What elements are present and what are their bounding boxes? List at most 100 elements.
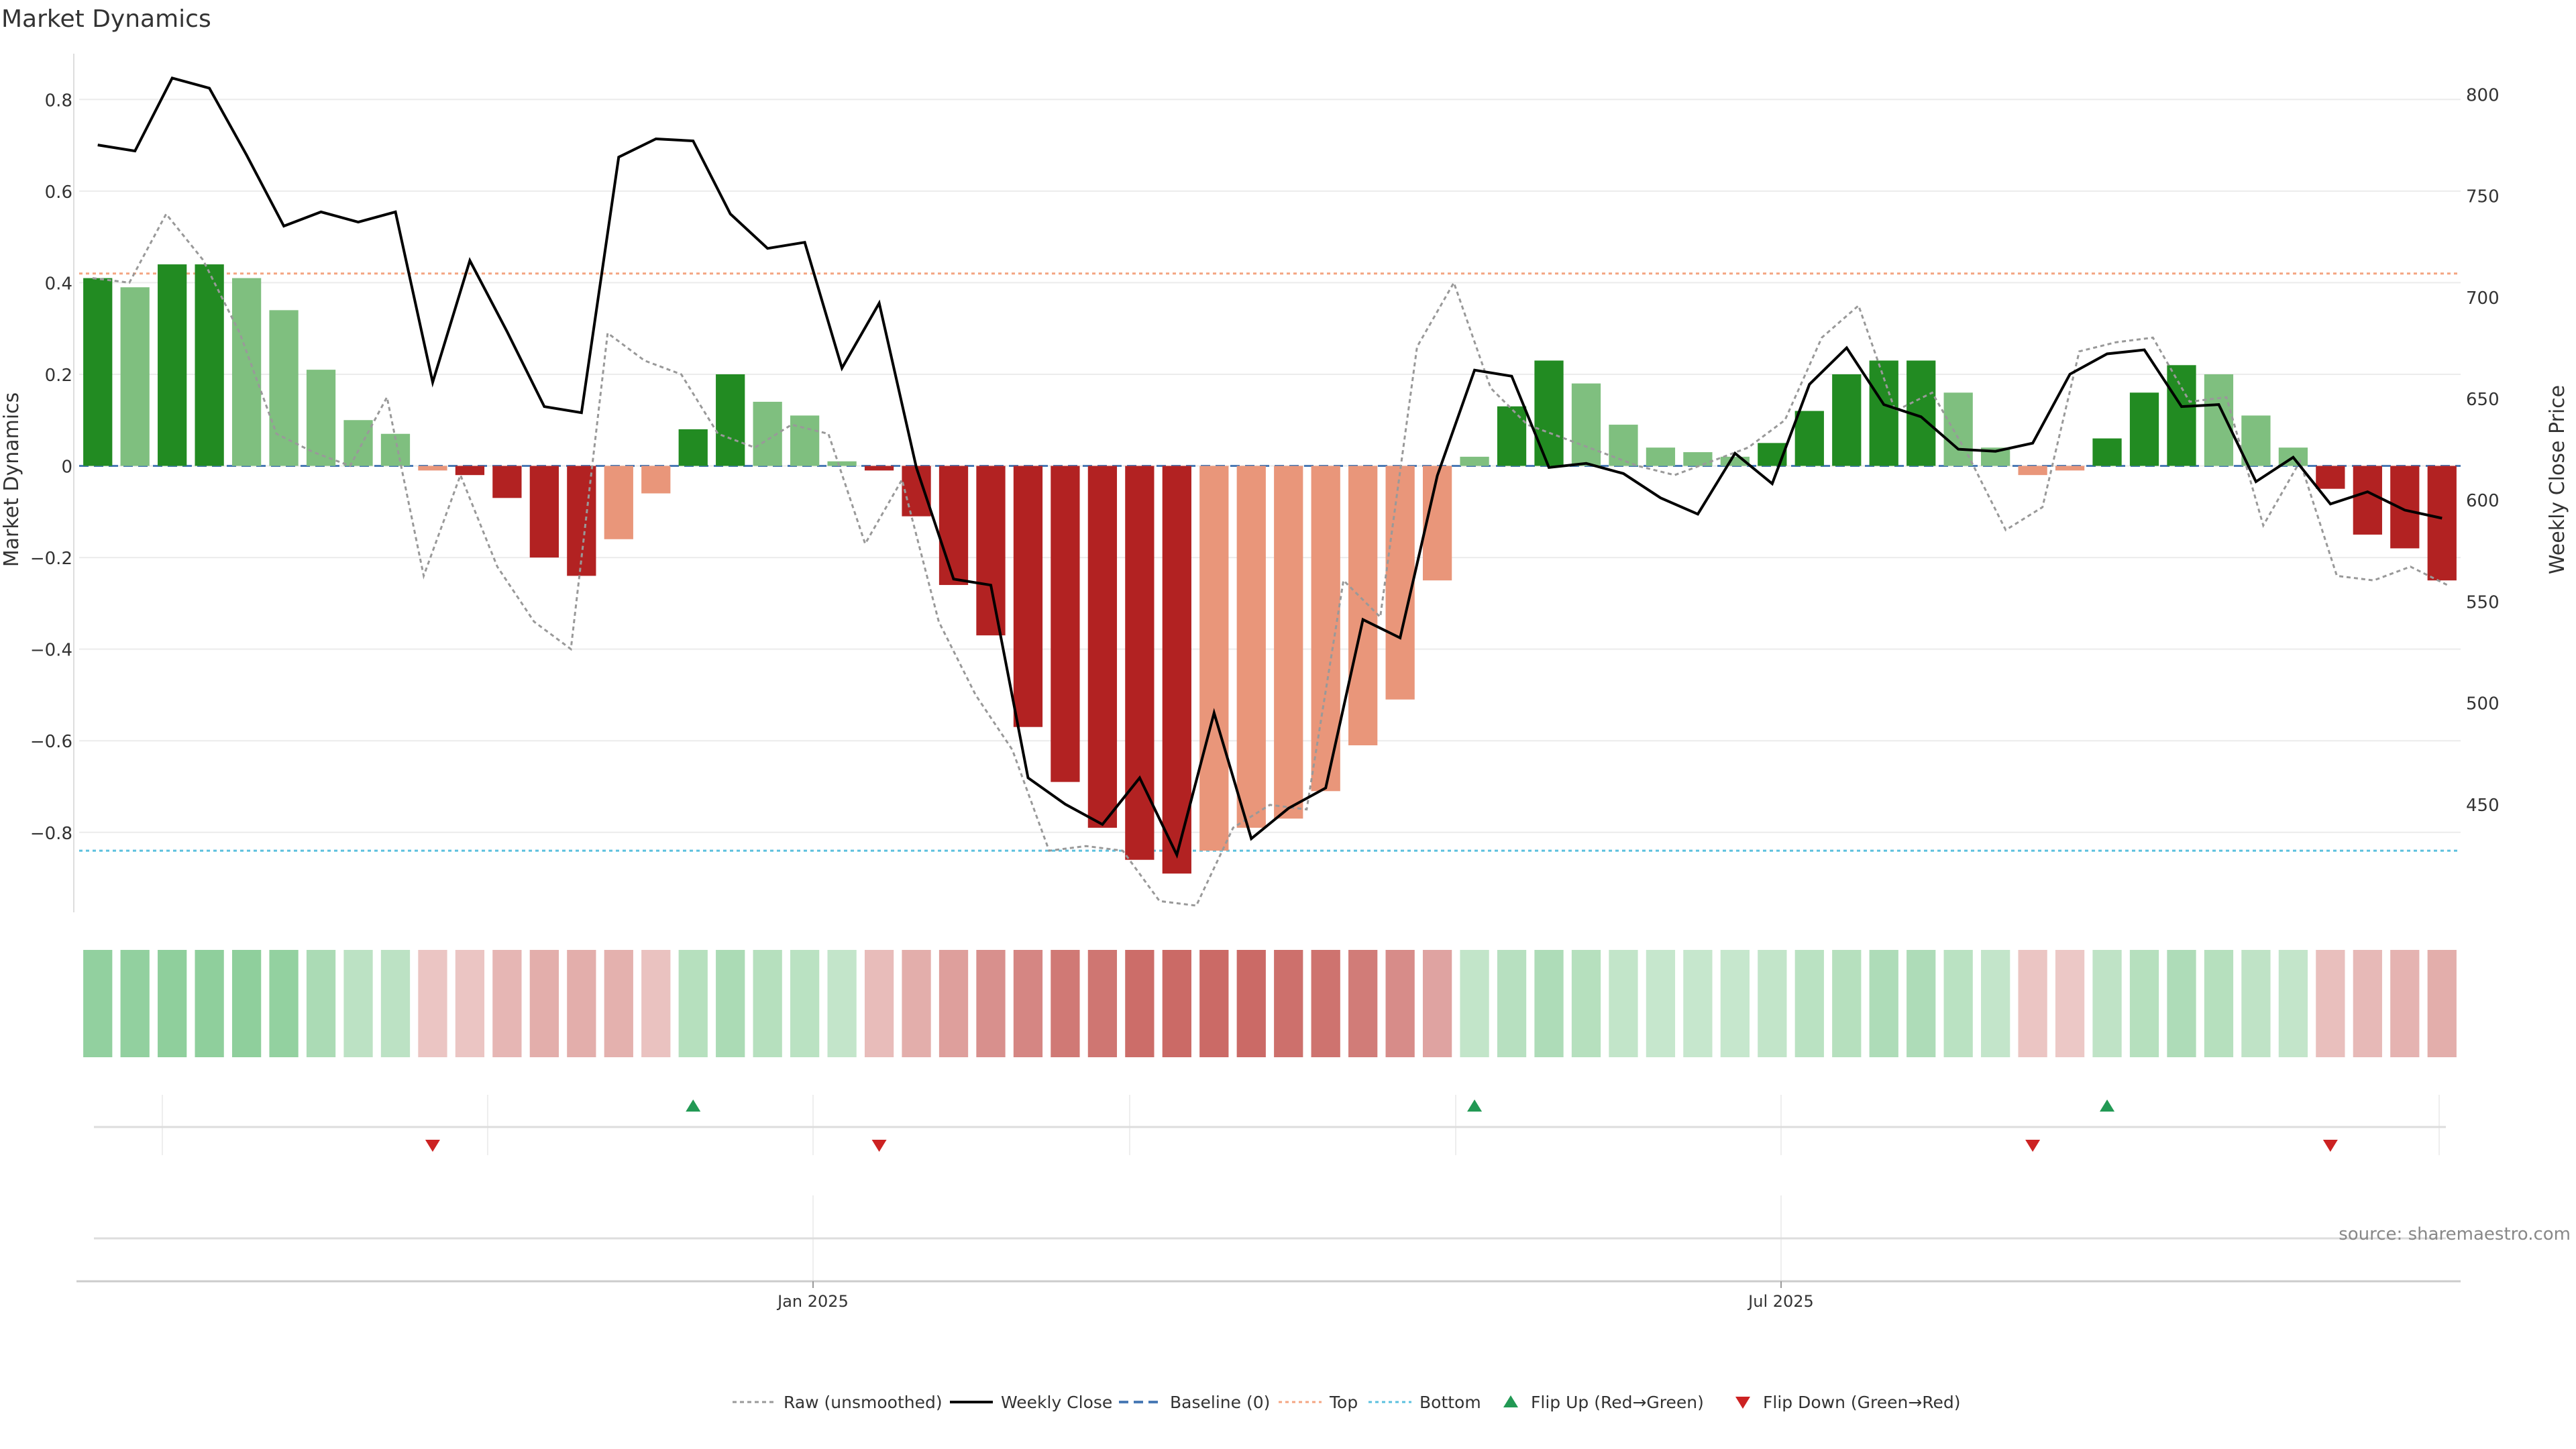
left-tick-label: 0.2 (45, 366, 72, 386)
momentum-bar (1385, 466, 1415, 700)
regime-cell (306, 950, 336, 1057)
momentum-bar (678, 429, 708, 466)
momentum-bar (2316, 466, 2345, 489)
source-note: source: sharemaestro.com (2339, 1224, 2571, 1244)
flip-down-marker (871, 1140, 887, 1152)
legend: Raw (unsmoothed) Weekly Close Baseline (0)… (733, 1393, 1961, 1412)
momentum-bar (976, 466, 1006, 636)
regime-cell (380, 950, 411, 1057)
regime-cell (1051, 950, 1080, 1057)
momentum-bar (790, 415, 820, 466)
regime-cell (2316, 950, 2345, 1057)
momentum-bar (343, 420, 373, 466)
regime-cell (1162, 950, 1191, 1057)
regime-cell (790, 950, 820, 1057)
momentum-bar (2055, 466, 2085, 471)
regime-cell (1125, 950, 1155, 1057)
regime-cell (567, 950, 596, 1057)
regime-cell (1981, 950, 2010, 1057)
regime-cell (455, 950, 485, 1057)
right-tick-label: 700 (2466, 288, 2500, 309)
momentum-bar (492, 466, 522, 498)
momentum-bar (2427, 466, 2457, 581)
regime-cell (2427, 950, 2457, 1057)
raw-unsmoothed-line (92, 212, 2448, 907)
momentum-bar (158, 264, 187, 466)
right-tick-label: 550 (2466, 592, 2500, 612)
regime-cell (1348, 950, 1378, 1057)
left-tick-label: 0.4 (45, 274, 72, 294)
left-tick-label: −0.4 (30, 641, 72, 661)
momentum-bar (1832, 374, 1862, 466)
legend-swatch-flip-down (1735, 1397, 1750, 1409)
regime-cell (976, 950, 1006, 1057)
regime-cell (1534, 950, 1564, 1057)
regime-cell (1497, 950, 1527, 1057)
regime-cell (231, 950, 262, 1057)
regime-cell (1311, 950, 1340, 1057)
regime-cell (2129, 950, 2159, 1057)
right-axis-label: Weekly Close Price (2546, 385, 2569, 574)
flip-up-marker (1467, 1099, 1483, 1112)
right-tick-label: 600 (2466, 491, 2500, 511)
regime-cell (1571, 950, 1601, 1057)
regime-cell (716, 950, 745, 1057)
legend-label: Flip Down (Green→Red) (1763, 1393, 1961, 1412)
momentum-bar (1348, 466, 1378, 746)
momentum-bar (418, 466, 447, 471)
momentum-bar (938, 466, 969, 586)
regime-cell (1758, 950, 1787, 1057)
main-grid (73, 54, 2461, 912)
regime-cell (864, 950, 894, 1057)
flip-down-marker (425, 1140, 440, 1152)
momentum-bar (269, 310, 299, 466)
momentum-bar (306, 370, 336, 466)
regime-cell (1869, 950, 1898, 1057)
momentum-bar (529, 466, 559, 558)
momentum-bar (1199, 466, 1229, 851)
regime-cell (1794, 950, 1824, 1057)
regime-cell (492, 950, 522, 1057)
regime-cell (641, 950, 671, 1057)
regime-cell (1385, 950, 1415, 1057)
regime-cell (1720, 950, 1750, 1057)
regime-cell (1236, 950, 1266, 1057)
momentum-bar (195, 264, 224, 466)
momentum-bar (1162, 466, 1191, 874)
regime-cell (938, 950, 969, 1057)
momentum-bar (2390, 466, 2420, 549)
momentum-bar (83, 278, 113, 466)
regime-cell (1422, 950, 1452, 1057)
regime-cell (1274, 950, 1303, 1057)
legend-label: Flip Up (Red→Green) (1531, 1393, 1704, 1412)
momentum-bar (1087, 466, 1118, 828)
regime-cell (343, 950, 373, 1057)
momentum-bar (1794, 411, 1824, 466)
regime-cell (1943, 950, 1973, 1057)
momentum-bar (1013, 466, 1043, 727)
reference-lines (79, 272, 2461, 852)
momentum-bar (1609, 425, 1638, 466)
regime-cell (827, 950, 857, 1057)
momentum-bar (641, 466, 671, 494)
momentum-bar (1274, 466, 1303, 819)
regime-cell (2055, 950, 2085, 1057)
momentum-bar (1683, 452, 1713, 466)
momentum-bar (2241, 415, 2271, 466)
momentum-bar (2204, 374, 2234, 466)
flip-markers-panel (94, 1095, 2446, 1155)
regime-cell (2241, 950, 2271, 1057)
momentum-bar (753, 401, 782, 466)
right-tick-label: 750 (2466, 187, 2500, 207)
regime-cell (1683, 950, 1713, 1057)
legend-label: Weekly Close (1001, 1393, 1112, 1412)
momentum-bar (604, 466, 633, 539)
momentum-bar (864, 466, 894, 471)
left-tick-label: 0 (61, 458, 72, 478)
momentum-bar (827, 461, 857, 466)
weekly-close-line (97, 76, 2443, 859)
momentum-bar (1460, 456, 1489, 466)
momentum-bar (2353, 466, 2382, 535)
left-tick-label: 0.6 (45, 182, 72, 203)
regime-cell (158, 950, 187, 1057)
